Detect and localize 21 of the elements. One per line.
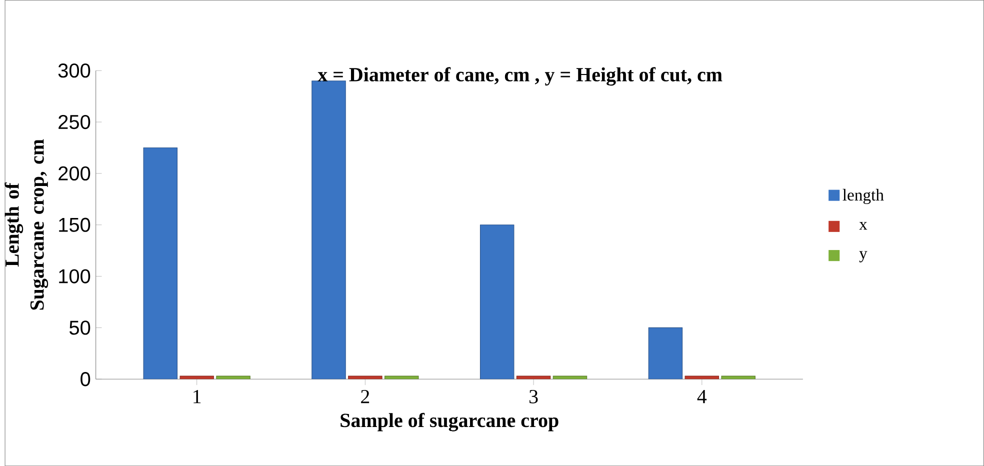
x-tick-label: 1 (194, 390, 201, 404)
y-tick-label: 300 (58, 63, 90, 78)
y-axis-title: Length of Sugarcane crop, cm (4, 139, 48, 310)
legend-label: x (859, 222, 868, 230)
x-tick-label: 4 (697, 390, 707, 403)
y-tick-label: 100 (59, 269, 90, 284)
x-axis-title: Sample of sugarcane crop (340, 412, 558, 432)
bar (480, 224, 514, 380)
bar (312, 80, 346, 380)
y-tick-label: 250 (58, 114, 90, 129)
x-tick-label: 2 (361, 390, 370, 404)
y-tick-label: 50 (70, 320, 90, 335)
y-tick-label: 0 (80, 372, 90, 386)
y-tick-label: 150 (59, 218, 90, 232)
legend-label: length (842, 188, 884, 204)
x-tick-label: 3 (530, 390, 538, 404)
bar (143, 147, 178, 380)
y-tick-label: 200 (58, 166, 90, 180)
legend-label: y (859, 250, 868, 262)
chart-title: x = Diameter of cane, cm , y = Height of cut, cm (318, 67, 722, 86)
bar (648, 327, 683, 380)
